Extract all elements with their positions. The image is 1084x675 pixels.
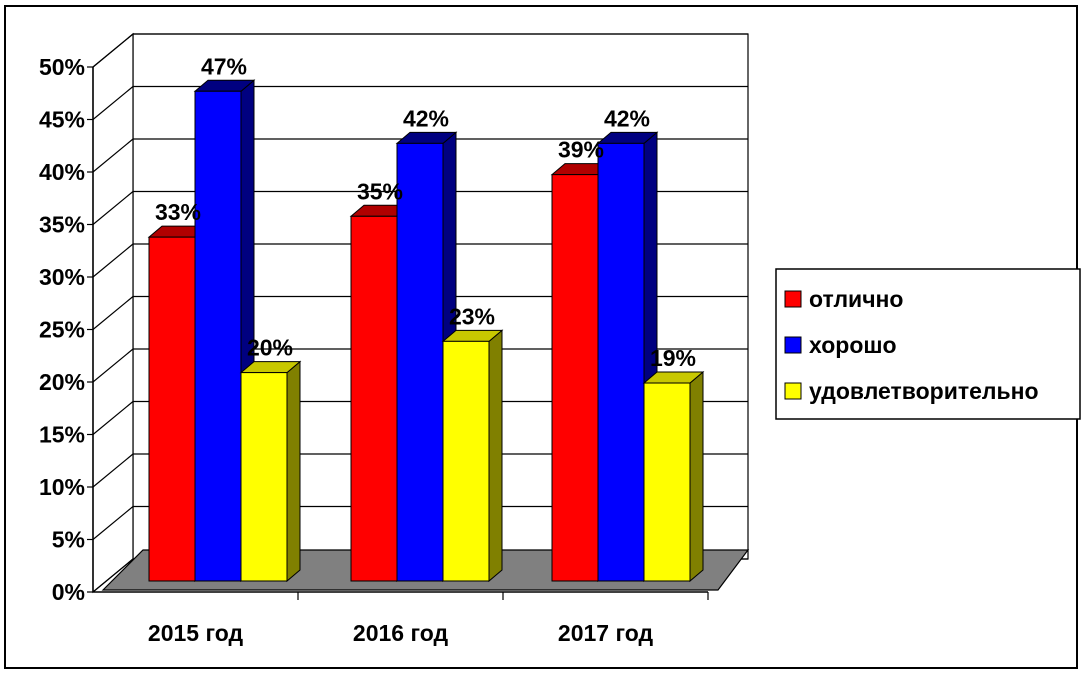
data-label: 39% xyxy=(558,137,604,163)
data-label: 33% xyxy=(155,199,201,225)
data-label: 47% xyxy=(201,53,247,79)
legend-swatch xyxy=(784,290,802,308)
gridline-side xyxy=(92,243,134,278)
category-labels: 2015 год 2016 год 2017 год xyxy=(148,620,654,646)
gridline-side xyxy=(92,86,134,120)
bar xyxy=(551,174,599,582)
y-tick-label: 50% xyxy=(39,54,85,80)
legend-label: отлично xyxy=(809,286,903,312)
gridline-side xyxy=(92,453,134,488)
y-tick-label: 20% xyxy=(39,369,85,395)
data-label: 19% xyxy=(650,345,696,371)
bar xyxy=(643,382,691,582)
y-tick-label: 35% xyxy=(39,212,85,238)
bar xyxy=(148,236,196,582)
y-tick-label: 5% xyxy=(52,527,85,553)
gridline-side xyxy=(92,191,134,225)
legend-swatch xyxy=(784,382,802,400)
category-label: 2015 год xyxy=(148,620,244,646)
y-tick-label: 15% xyxy=(39,422,85,448)
axes xyxy=(87,66,709,600)
data-label: 42% xyxy=(604,105,650,131)
y-tick-labels: 0% 5% 10% 15% 20% 25% 30% 35% 40% 45% 50% xyxy=(39,54,85,605)
data-label: 23% xyxy=(449,303,495,329)
legend-label: хорошо xyxy=(809,332,897,358)
data-label: 42% xyxy=(403,105,449,131)
legend-box xyxy=(775,268,1081,420)
bars xyxy=(147,79,705,583)
y-tick-label: 25% xyxy=(39,317,85,343)
bar xyxy=(396,142,444,582)
category-label: 2016 год xyxy=(353,620,449,646)
bar xyxy=(194,90,242,582)
category-label: 2017 год xyxy=(558,620,654,646)
legend-swatch xyxy=(784,336,802,354)
bar-side xyxy=(488,329,503,583)
data-labels: 33%47%20%35%42%23%39%42%19% xyxy=(155,53,696,371)
y-tick-label: 30% xyxy=(39,264,85,290)
gridline-side xyxy=(92,558,134,593)
y-tick-label: 0% xyxy=(52,579,85,605)
data-label: 20% xyxy=(247,335,293,361)
data-label: 35% xyxy=(357,178,403,204)
bar-side xyxy=(689,370,704,583)
gridline-side xyxy=(92,138,134,173)
y-tick-label: 40% xyxy=(39,159,85,185)
gridline-side xyxy=(92,296,134,330)
gridline-side xyxy=(92,506,134,540)
legend: отлично хорошо удовлетворительно xyxy=(775,268,1081,420)
bar xyxy=(240,372,288,582)
y-tick-label: 10% xyxy=(39,474,85,500)
y-tick-label: 45% xyxy=(39,107,85,133)
legend-label: удовлетворительно xyxy=(809,378,1039,404)
bar-side xyxy=(286,360,301,583)
bar xyxy=(597,142,645,582)
gridline-side xyxy=(92,401,134,435)
bar xyxy=(350,215,398,582)
gridline-side xyxy=(92,348,134,383)
gridline-side xyxy=(92,33,134,68)
bar xyxy=(442,340,490,582)
